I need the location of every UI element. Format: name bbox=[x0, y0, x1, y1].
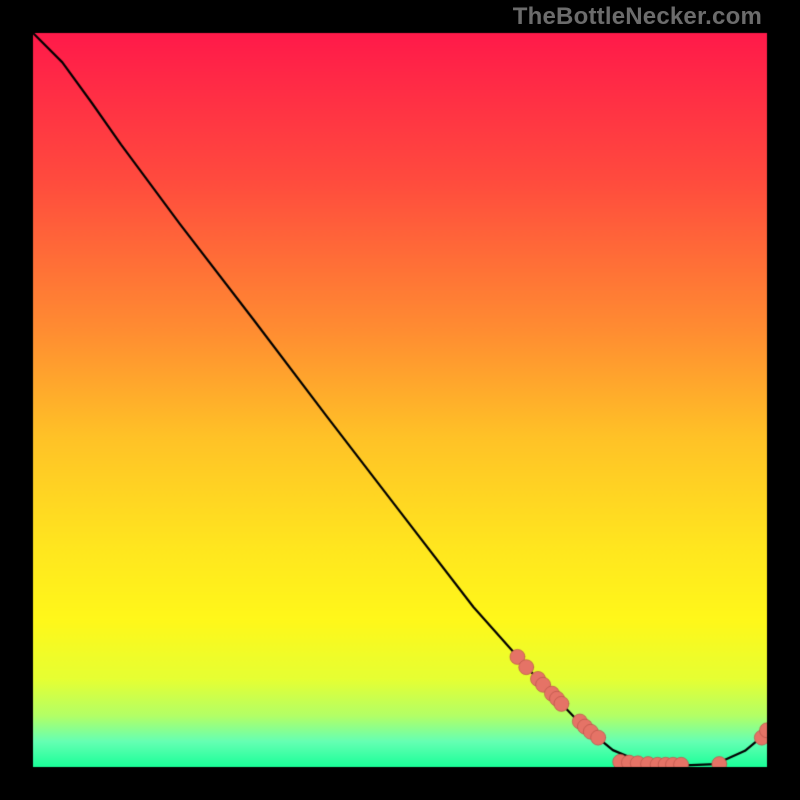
chart-container: TheBottleNecker.com bbox=[0, 0, 800, 800]
watermark-label: TheBottleNecker.com bbox=[513, 3, 762, 31]
gradient-chart-canvas bbox=[0, 0, 800, 800]
